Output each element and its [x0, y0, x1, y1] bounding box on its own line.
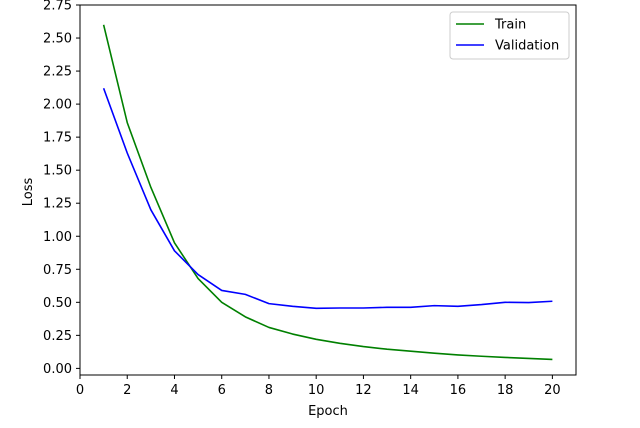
y-tick-label: 2.25 — [43, 65, 72, 80]
legend: Train Validation — [449, 11, 570, 60]
y-tick-label: 1.25 — [43, 197, 72, 212]
legend-label-train: Train — [494, 18, 526, 33]
series-line-train — [102, 24, 553, 361]
y-tick-label: 2.00 — [43, 98, 72, 113]
x-tick-label: 10 — [308, 383, 325, 398]
y-tick-label: 0.25 — [43, 329, 72, 344]
series-layer — [102, 24, 553, 361]
x-tick-label: 0 — [76, 383, 84, 398]
y-axis-label: Loss — [21, 178, 36, 207]
y-tick-label: 0.75 — [43, 263, 72, 278]
legend-label-validation: Validation — [495, 39, 559, 54]
y-tick-label: 1.00 — [43, 230, 72, 245]
series-line-validation — [102, 87, 553, 310]
y-tick-label: 2.50 — [43, 32, 72, 47]
plot-frame — [79, 4, 577, 376]
x-tick-label: 8 — [265, 383, 273, 398]
x-tick-label: 16 — [450, 383, 467, 398]
x-tick-label: 12 — [355, 383, 372, 398]
x-tick-label: 4 — [170, 383, 178, 398]
y-tick-label: 0.50 — [43, 296, 72, 311]
plot-area — [80, 5, 576, 375]
x-tick-label: 14 — [402, 383, 419, 398]
x-tick-label: 6 — [218, 383, 226, 398]
y-tick-label: 1.50 — [43, 164, 72, 179]
y-tick-label: 1.75 — [43, 131, 72, 146]
y-tick-label: 2.75 — [43, 0, 72, 14]
x-tick-label: 18 — [497, 383, 514, 398]
x-axis-label: Epoch — [308, 404, 348, 419]
axes-layer: 0 2 4 6 8 10 12 14 16 18 20 0.00 0.25 0.50 0.75 1.00 1.2… — [43, 0, 577, 398]
x-tick-label: 20 — [544, 383, 561, 398]
x-tick-label: 2 — [123, 383, 131, 398]
y-tick-label: 0.00 — [43, 362, 72, 377]
